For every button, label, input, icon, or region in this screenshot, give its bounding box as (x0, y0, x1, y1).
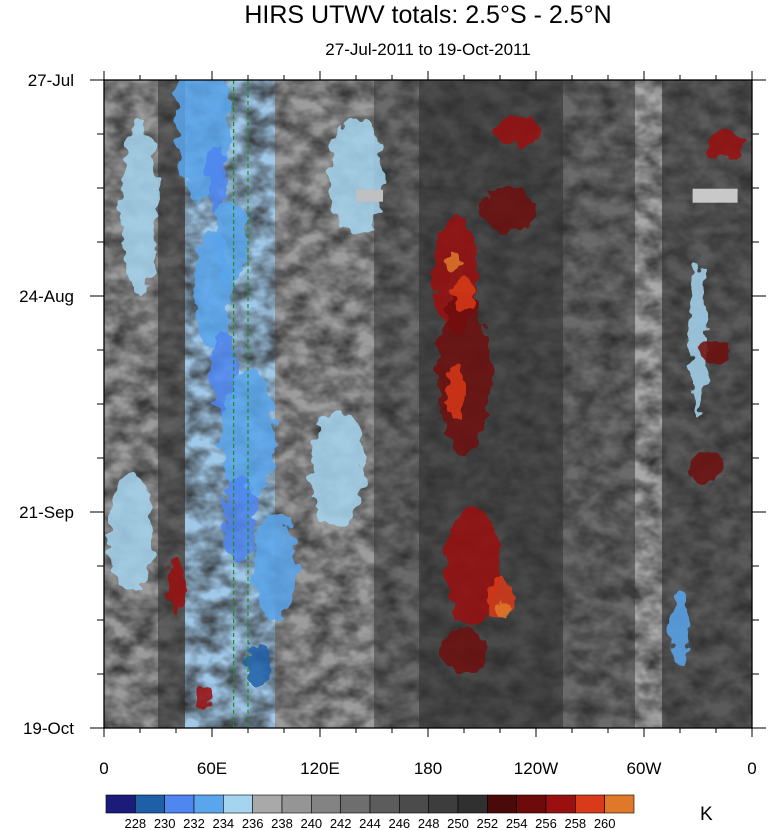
field-blob (482, 187, 536, 232)
colorbar-swatch (487, 794, 517, 814)
colorbar-swatch (399, 794, 429, 814)
field-blob (252, 514, 298, 618)
colorbar-label: 254 (506, 816, 528, 830)
colorbar-label: 234 (212, 816, 234, 830)
field-blob (167, 555, 185, 615)
colorbar-label: 252 (476, 816, 498, 830)
y-tick-label: 21-Sep (19, 503, 74, 522)
colorbar-swatch (135, 794, 165, 814)
field-blob (496, 599, 511, 624)
field-band (635, 80, 662, 728)
field-blob (447, 249, 463, 274)
chart-subtitle: 27-Jul-2011 to 19-Oct-2011 (325, 40, 531, 59)
field-blob (122, 121, 158, 298)
field-band (158, 80, 185, 728)
colorbar-swatch (105, 794, 136, 814)
field-blob (437, 290, 491, 453)
colorbar-swatch (575, 794, 605, 814)
field-blob (329, 118, 383, 237)
colorbar-label: 236 (242, 816, 264, 830)
colorbar-label: 232 (183, 816, 205, 830)
colorbar-swatch (164, 794, 195, 814)
colorbar-label: 258 (564, 816, 586, 830)
colorbar-label: 238 (271, 816, 293, 830)
field-blob (441, 628, 487, 673)
colorbar-label: 250 (447, 816, 469, 830)
field-blob (221, 370, 275, 503)
field-blob (194, 683, 212, 708)
plot-field (104, 80, 752, 728)
missing-data-bar (356, 189, 383, 202)
colorbar-label: 246 (388, 816, 410, 830)
colorbar-swatch (604, 794, 635, 814)
colorbar-label: 256 (535, 816, 557, 830)
missing-data-bar (692, 188, 738, 203)
x-tick-label: 0 (747, 759, 756, 778)
x-tick-label: 60W (627, 759, 662, 778)
x-tick-label: 180 (414, 759, 442, 778)
field-blob (671, 593, 689, 668)
field-blob (108, 474, 154, 593)
field-blob (707, 130, 743, 160)
field-blob (311, 409, 365, 528)
y-tick-label: 24-Aug (19, 287, 74, 306)
field-blob (453, 276, 475, 312)
missing-data-layer (356, 188, 738, 203)
x-tick-label: 120E (300, 759, 340, 778)
field-blob (495, 117, 541, 147)
colorbar-swatch (311, 794, 341, 814)
colorbar-label: 244 (359, 816, 381, 830)
x-tick-label: 0 (99, 759, 108, 778)
field-blob (698, 340, 734, 364)
field-blob (208, 140, 227, 215)
colorbar: 228 230 232 234 236 238 240 242 244 246 248 250 252 2… (105, 794, 635, 830)
field-blob (689, 454, 725, 484)
chart-title: HIRS UTWV totals: 2.5°S - 2.5°N (244, 1, 612, 29)
colorbar-label: 248 (418, 816, 440, 830)
field-blob (222, 476, 256, 565)
colorbar-label: 260 (594, 816, 616, 830)
colorbar-label: 230 (154, 816, 176, 830)
colorbar-swatch (516, 794, 547, 814)
y-axis: 27-Jul 24-Aug 21-Sep 19-Oct (19, 71, 766, 738)
feature-layer (108, 80, 743, 708)
colorbar-swatch (252, 794, 283, 814)
x-axis: 0 60E 120E 180 120W 60W 0 (99, 71, 757, 778)
colorbar-label: 242 (330, 816, 352, 830)
x-tick-label: 60E (197, 759, 227, 778)
colorbar-units: K (700, 804, 713, 825)
colorbar-swatch (457, 794, 488, 814)
colorbar-swatch (223, 794, 253, 814)
colorbar-swatch (281, 794, 312, 814)
colorbar-swatch (193, 794, 224, 814)
y-tick-label: 19-Oct (23, 719, 74, 738)
colorbar-swatch (428, 794, 459, 814)
colorbar-swatch (369, 794, 400, 814)
field-blob (194, 228, 230, 347)
colorbar-swatch (340, 794, 371, 814)
x-tick-label: 120W (514, 759, 558, 778)
field-blob (689, 265, 707, 413)
field-blob (446, 507, 500, 625)
colorbar-swatch (545, 794, 576, 814)
y-tick-label: 27-Jul (28, 71, 74, 90)
field-band (563, 80, 635, 728)
colorbar-label: 228 (124, 816, 146, 830)
field-blob (446, 364, 464, 418)
reference-lines (233, 80, 249, 728)
colorbar-label: 240 (300, 816, 322, 830)
field-blob (246, 641, 268, 686)
